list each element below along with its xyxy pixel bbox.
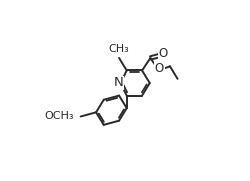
Text: N: N — [114, 76, 124, 89]
Text: O: O — [159, 47, 168, 60]
Text: O: O — [155, 62, 164, 75]
Text: OCH₃: OCH₃ — [44, 111, 74, 121]
Text: CH₃: CH₃ — [109, 44, 130, 54]
